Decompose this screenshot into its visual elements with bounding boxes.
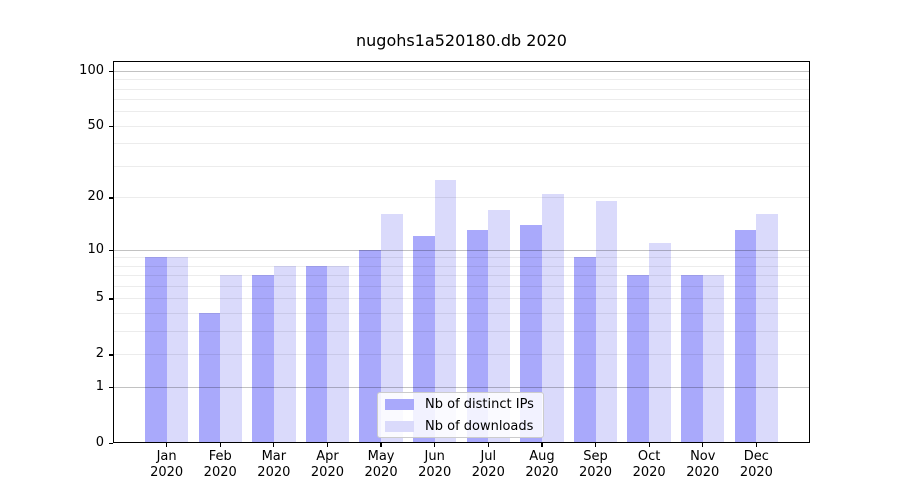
- x-axis-month-text: Sep: [583, 449, 608, 464]
- x-axis-tick: [648, 443, 650, 447]
- x-axis-tick: [541, 443, 543, 447]
- plot-frame: [113, 61, 810, 443]
- x-axis-month-label: Mar 2020: [234, 449, 314, 481]
- x-axis-month-text: Oct: [637, 449, 661, 464]
- x-axis-year-text: 2020: [418, 465, 452, 480]
- x-axis-month-label: Jun 2020: [395, 449, 475, 481]
- x-axis-month-label: Oct 2020: [609, 449, 689, 481]
- y-axis-tick-label: 10: [87, 241, 104, 257]
- x-axis-month-label: Aug 2020: [502, 449, 582, 481]
- x-axis-month-text: Mar: [261, 449, 287, 464]
- x-axis-year-text: 2020: [471, 465, 505, 480]
- x-axis-month-label: May 2020: [341, 449, 421, 481]
- legend-label: Nb of distinct IPs: [425, 396, 534, 412]
- x-axis-month-label: Jul 2020: [448, 449, 528, 481]
- x-axis-year-text: 2020: [632, 465, 666, 480]
- legend-item: Nb of distinct IPs: [378, 393, 543, 415]
- x-axis-year-text: 2020: [310, 465, 344, 480]
- x-axis-month-text: Nov: [690, 449, 716, 464]
- x-axis-year-text: 2020: [150, 465, 184, 480]
- y-axis-tick-label: 20: [87, 189, 104, 205]
- x-axis-year-text: 2020: [739, 465, 773, 480]
- y-axis-tick-label: 1: [95, 379, 104, 395]
- legend-swatch-downloads: [385, 420, 414, 432]
- x-axis-month-text: Dec: [743, 449, 769, 464]
- chart-title: nugohs1a520180.db 2020: [356, 31, 567, 50]
- x-axis-month-label: Jan 2020: [127, 449, 207, 481]
- y-axis-tick-label: 0: [95, 435, 104, 450]
- x-axis-year-text: 2020: [203, 465, 237, 480]
- x-axis-month-label: Nov 2020: [663, 449, 743, 481]
- x-axis-month-text: May: [367, 449, 395, 464]
- x-axis-month-label: Feb 2020: [180, 449, 260, 481]
- x-axis-tick: [755, 443, 757, 447]
- legend-item: Nb of downloads: [378, 415, 543, 437]
- x-axis-year-text: 2020: [364, 465, 398, 480]
- x-axis-month-text: Jan: [156, 449, 177, 464]
- x-axis-tick: [434, 443, 436, 447]
- x-axis-tick: [273, 443, 275, 447]
- x-axis-month-label: Dec 2020: [716, 449, 796, 481]
- x-axis-tick: [326, 443, 329, 447]
- x-axis-tick: [166, 443, 168, 447]
- y-axis-tick-label: 100: [79, 62, 104, 78]
- y-axis-tick: [109, 443, 113, 445]
- y-axis-tick-label: 2: [95, 346, 104, 362]
- x-axis-month-text: Jun: [424, 449, 445, 464]
- y-axis-tick-label: 50: [87, 117, 104, 133]
- x-axis-tick: [702, 443, 704, 447]
- x-axis-year-text: 2020: [525, 465, 559, 480]
- x-axis-month-text: Aug: [529, 449, 555, 464]
- legend-label: Nb of downloads: [425, 418, 534, 434]
- x-axis-year-text: 2020: [578, 465, 613, 480]
- x-axis-tick: [487, 443, 489, 447]
- x-axis-tick: [594, 443, 597, 447]
- y-axis-tick-label: 5: [95, 290, 104, 306]
- x-axis-month-text: Apr: [316, 449, 339, 464]
- x-axis-year-text: 2020: [686, 465, 720, 480]
- x-axis-month-text: Feb: [208, 449, 232, 464]
- x-axis-month-text: Jul: [480, 449, 497, 464]
- x-axis-month-label: Sep 2020: [556, 449, 636, 481]
- x-axis-year-text: 2020: [257, 465, 291, 480]
- legend-swatch-distinct-ips: [385, 398, 414, 410]
- x-axis-month-label: Apr 2020: [287, 449, 367, 481]
- x-axis-tick: [219, 443, 221, 447]
- legend: Nb of distinct IPs Nb of downloads: [377, 392, 544, 438]
- x-axis-tick: [380, 443, 382, 447]
